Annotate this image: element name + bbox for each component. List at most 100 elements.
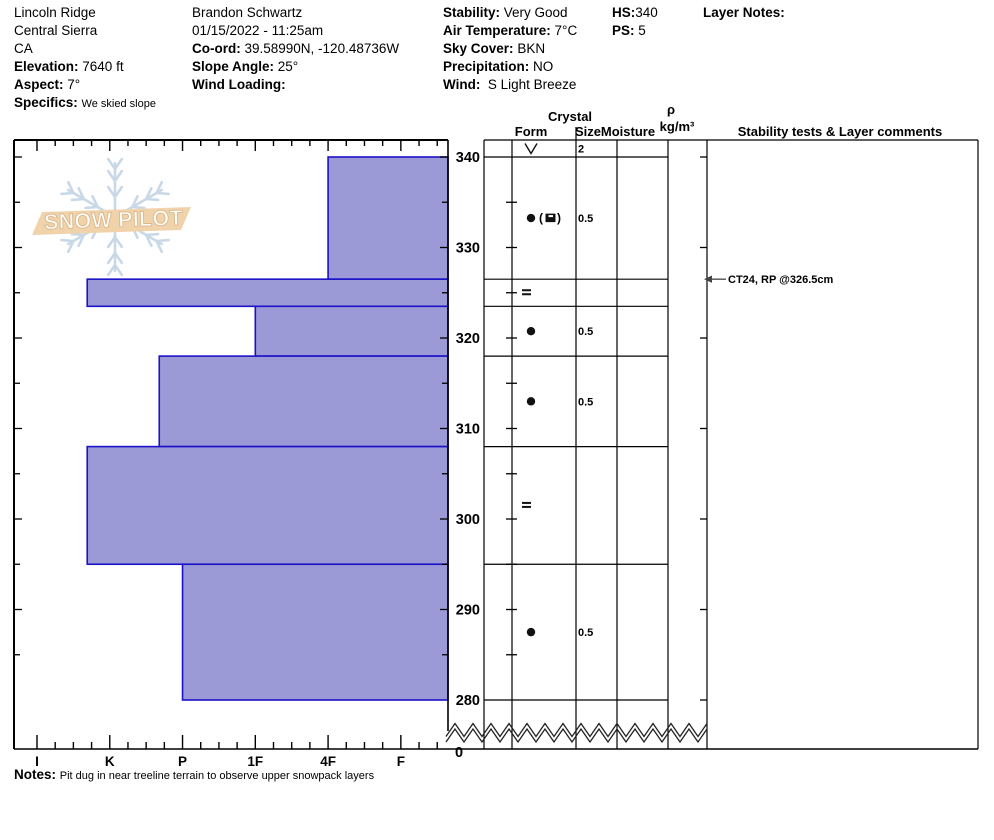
specifics-line: Specifics: We skied slope — [14, 94, 156, 113]
crystal-size-value: 0.5 — [578, 396, 593, 408]
size-column-header: Size — [574, 124, 601, 139]
precip-line: Precipitation: NO — [443, 58, 553, 76]
aspect-line: Aspect: 7° — [14, 76, 80, 94]
ice-layer-symbol — [522, 501, 531, 504]
depth-break-zigzag — [445, 722, 708, 738]
wind-label: Wind: — [443, 77, 481, 92]
depth-axis-label: 300 — [456, 512, 480, 528]
layer-notes-label: Layer Notes: — [703, 5, 785, 20]
coord-line: Co-ord: 39.58990N, -120.48736W — [192, 40, 399, 58]
specifics-label: Specifics: — [14, 95, 78, 110]
hardness-axis-label: K — [105, 754, 115, 769]
rounded-grains-symbol — [526, 327, 536, 336]
cup-crystal-notch — [548, 215, 553, 218]
wind-loading-label: Wind Loading: — [192, 77, 286, 92]
coord-value: 39.58990N, -120.48736W — [244, 41, 400, 56]
depth-break-zigzag — [445, 727, 708, 744]
slope-angle-line: Slope Angle: 25° — [192, 58, 298, 76]
wind-loading-line: Wind Loading: — [192, 76, 289, 94]
rounded-grains-symbol — [526, 213, 536, 223]
slope-angle-value: 25° — [277, 59, 299, 74]
stability-test-annotation: CT24, RP @326.5cm — [728, 274, 834, 286]
hardness-axis-label: I — [35, 754, 39, 769]
stability-label: Stability: — [443, 5, 501, 20]
ps-value: 5 — [638, 23, 646, 38]
hs-value: 340 — [635, 5, 658, 20]
depth-axis-label: 310 — [456, 422, 480, 438]
location-region: Central Sierra — [14, 23, 98, 38]
hardness-bar — [327, 156, 449, 280]
elevation-label: Elevation: — [14, 59, 79, 74]
depth-zero-label: 0 — [455, 745, 463, 761]
sky-cover-line: Sky Cover: BKN — [443, 40, 545, 58]
hardness-bar — [86, 445, 449, 566]
notes-label: Notes: — [14, 767, 57, 782]
crystal-size-value: 0.5 — [578, 213, 593, 225]
hardness-axis-label: P — [178, 754, 187, 769]
ps-line: PS: 5 — [612, 22, 646, 40]
depth-axis-label: 280 — [456, 693, 480, 709]
crystal-size-value: 2 — [578, 144, 584, 156]
specifics-value: We skied slope — [81, 98, 156, 110]
air-temp-value: 7°C — [554, 23, 578, 38]
aspect-value: 7° — [67, 77, 81, 92]
wind-line: Wind: S Light Breeze — [443, 76, 576, 94]
stability-column-header: Stability tests & Layer comments — [737, 124, 943, 139]
hardness-bar — [158, 355, 449, 448]
crystal-header: Crystal — [547, 109, 593, 124]
ice-layer-symbol — [522, 505, 531, 508]
density-symbol-header: ρ — [666, 102, 676, 117]
rounded-grains-symbol — [526, 627, 536, 637]
stability-line: Stability: Very Good — [443, 4, 568, 22]
air-temp-label: Air Temperature: — [443, 23, 551, 38]
hardness-bar — [181, 563, 449, 701]
paren: ) — [557, 211, 561, 225]
notes-value: Pit dug in near treeline terrain to obse… — [59, 770, 375, 782]
hs-line: HS:340 — [612, 4, 658, 22]
hs-label: HS: — [612, 5, 636, 20]
paren: ( — [539, 211, 543, 225]
ice-layer-symbol — [522, 289, 531, 292]
snowpilot-logo: SNOW PILOT — [30, 155, 210, 300]
hardness-axis-label: F — [397, 754, 405, 769]
sky-cover-label: Sky Cover: — [443, 41, 514, 56]
stability-value: Very Good — [503, 5, 568, 20]
moisture-column-header: Moisture — [600, 124, 656, 139]
surface-hoar-symbol — [524, 143, 538, 155]
form-column-header: Form — [514, 124, 548, 139]
ps-label: PS: — [612, 23, 635, 38]
elevation-value: 7640 ft — [82, 59, 124, 74]
ice-layer-symbol — [522, 293, 531, 296]
depth-axis-label: 340 — [456, 150, 480, 166]
sky-cover-value: BKN — [517, 41, 546, 56]
elevation-line: Elevation: 7640 ft — [14, 58, 124, 76]
air-temp-line: Air Temperature: 7°C — [443, 22, 577, 40]
hardness-axis-label: 1F — [247, 754, 263, 769]
depth-axis-label: 320 — [456, 331, 480, 347]
pit-datetime: 01/15/2022 - 11:25am — [192, 23, 324, 38]
observer-name: Brandon Schwartz — [192, 5, 303, 20]
annotation-arrow-head — [704, 275, 712, 283]
depth-axis-label: 290 — [456, 603, 480, 619]
density-unit-header: kg/m³ — [659, 119, 695, 134]
logo-band — [32, 207, 191, 235]
hardness-bar — [254, 305, 449, 357]
crystal-size-value: 0.5 — [578, 326, 593, 338]
logo-text: SNOW PILOT — [44, 206, 185, 234]
precip-value: NO — [533, 59, 554, 74]
rounded-grains-symbol — [526, 397, 536, 406]
crystal-size-value: 0.5 — [578, 627, 593, 639]
coord-label: Co-ord: — [192, 41, 241, 56]
precip-label: Precipitation: — [443, 59, 530, 74]
wind-value: S Light Breeze — [487, 77, 577, 92]
notes-line: Notes: Pit dug in near treeline terrain … — [14, 766, 374, 785]
hardness-bar — [86, 278, 449, 308]
aspect-label: Aspect: — [14, 77, 64, 92]
depth-axis-label: 330 — [456, 241, 480, 257]
location-name: Lincoln Ridge — [14, 5, 96, 20]
location-state: CA — [14, 41, 33, 56]
slope-angle-label: Slope Angle: — [192, 59, 275, 74]
hardness-axis-label: 4F — [320, 754, 336, 769]
cup-crystal-symbol — [545, 213, 556, 223]
